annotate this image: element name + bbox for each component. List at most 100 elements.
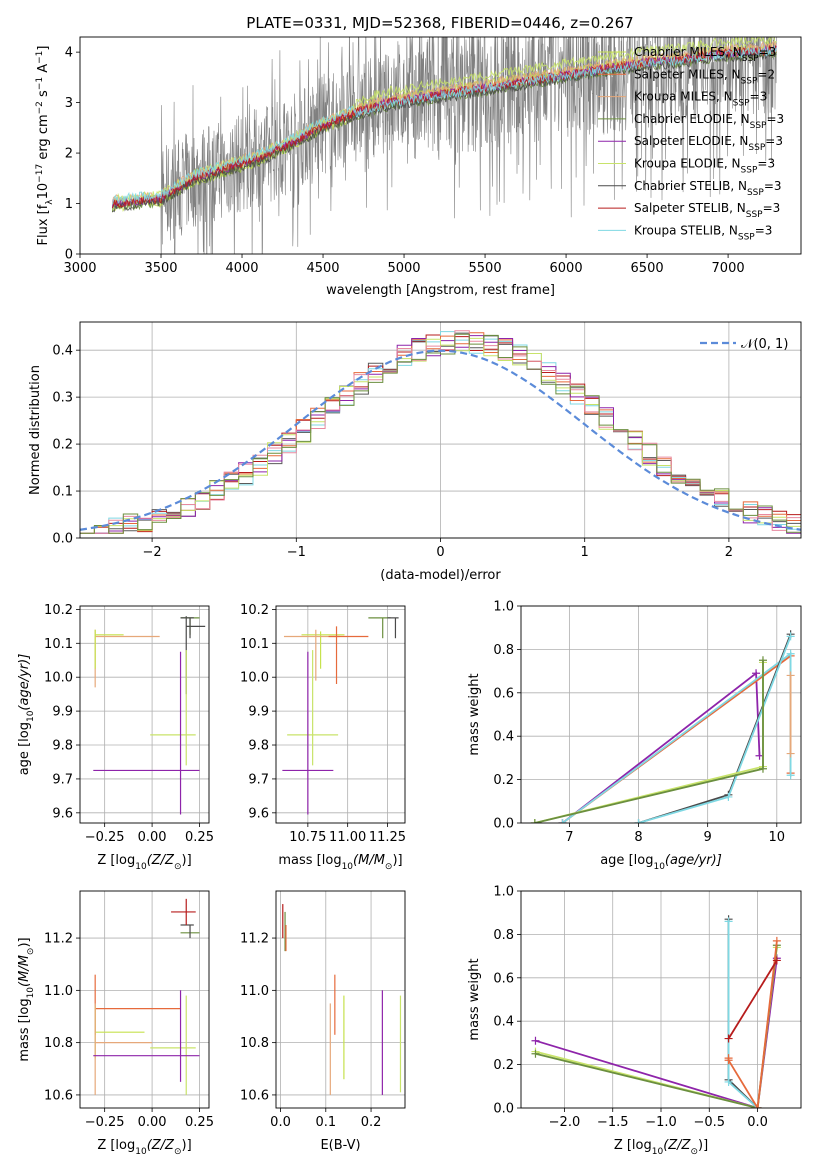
y-axis-label: mass weight — [467, 673, 482, 755]
y-tick-label: 9.6 — [248, 806, 269, 821]
weight-marker — [724, 792, 733, 801]
y-tick-label: 0.6 — [493, 971, 514, 986]
weight-marker — [786, 632, 795, 641]
x-tick-label: −0.25 — [85, 830, 125, 845]
age-vs-mass-points — [282, 617, 399, 815]
x-tick-label: −1 — [287, 545, 306, 560]
weight-marker — [724, 1034, 733, 1043]
y-tick-label: 10.0 — [44, 671, 73, 686]
legend-entry: Kroupa MILES, NSSP=3 — [634, 90, 767, 109]
y-tick-label: 0.2 — [493, 773, 514, 788]
legend-entry: Salpeter STELIB, NSSP=3 — [634, 201, 780, 220]
y-tick-label: 11.0 — [44, 984, 73, 999]
weight-vs-age-axes: 7 8 9 10 0.0 0.2 0.4 0.6 0.8 1.0 — [493, 600, 801, 845]
x-tick-label: 0.1 — [315, 1115, 336, 1130]
x-tick-label: 0.2 — [361, 1115, 382, 1130]
y-tick-label: 0.0 — [493, 817, 514, 832]
legend-entry: 𝒩(0, 1) — [741, 337, 788, 352]
x-tick-label: −2.0 — [549, 1115, 581, 1130]
x-tick-label: 1 — [581, 545, 589, 560]
x-axis-label: Z [log10(Z/Z⊙)] — [97, 853, 191, 872]
legend-entry: Salpeter ELODIE, NSSP=3 — [634, 134, 783, 153]
y-tick-label: 0.8 — [493, 928, 514, 943]
y-tick-label: 4 — [65, 46, 73, 61]
weight-marker — [753, 1104, 762, 1108]
axes-frame — [275, 890, 406, 1109]
x-tick-label: 11.00 — [329, 830, 366, 845]
y-tick-label: 9.9 — [52, 705, 73, 720]
x-tick-label: 11.25 — [369, 830, 406, 845]
y-tick-label: 2 — [65, 147, 73, 162]
age-vs-mass-axes: 10.75 11.00 11.25 9.6 9.7 9.8 9.9 10.0 10.1 10.2 — [240, 603, 406, 845]
weight-marker — [786, 771, 795, 780]
x-tick-label: 0.0 — [270, 1115, 291, 1130]
weight-marker — [786, 671, 795, 680]
model-spectrum-5 — [112, 37, 777, 205]
y-tick-label: 0 — [65, 248, 73, 263]
weight-marker — [786, 749, 795, 758]
plot-layer: 3000 3500 4000 4500 5000 5500 6000 6500 7000 0 1 2 3… — [17, 36, 802, 1157]
y-tick-label: 0.4 — [52, 344, 73, 359]
weight-line — [727, 940, 778, 1108]
y-tick-label: 10.1 — [240, 637, 269, 652]
x-tick-label: 5000 — [387, 261, 420, 276]
legend-entry: Kroupa STELIB, NSSP=3 — [634, 223, 772, 242]
x-tick-label: −0.25 — [85, 1115, 125, 1130]
weight-line — [638, 636, 792, 823]
y-axis-label: age [log10(age/yr)] — [17, 654, 36, 776]
y-tick-label: 0.0 — [52, 532, 73, 547]
mass-vs-Z-axes: −0.25 0.00 0.25 10.6 10.8 11.0 11.2 — [44, 891, 214, 1130]
legend: Chabrier MILES, NSSP=3 Salpeter MILES, NS… — [598, 45, 784, 242]
y-tick-label: 9.7 — [52, 772, 73, 787]
weight-line — [638, 633, 792, 823]
axes-frame — [275, 605, 406, 824]
spectrum-lines — [111, 37, 777, 254]
axes-frame — [79, 321, 802, 539]
y-tick-label: 0.6 — [493, 686, 514, 701]
y-tick-label: 0.3 — [52, 391, 73, 406]
weight-marker — [531, 1036, 540, 1045]
y-tick-label: 10.8 — [240, 1036, 269, 1051]
x-axis-label: Z [log10(Z/Z⊙)] — [97, 1138, 191, 1157]
x-tick-label: 6000 — [550, 261, 583, 276]
y-tick-label: 10.6 — [44, 1088, 73, 1103]
y-tick-label: 0.2 — [493, 1058, 514, 1073]
y-tick-label: 10.2 — [240, 603, 269, 618]
weight-line — [561, 651, 792, 823]
weight-marker — [724, 917, 733, 926]
y-tick-label: 11.2 — [240, 932, 269, 947]
y-tick-label: 11.2 — [44, 932, 73, 947]
age-vs-Z-points — [93, 616, 206, 815]
x-axis-label: age [log10(age/yr)] — [600, 853, 722, 872]
x-tick-label: 10.75 — [289, 830, 326, 845]
x-tick-label: −0.5 — [693, 1115, 725, 1130]
weight-marker — [758, 764, 767, 773]
weight-vs-Z-series — [531, 915, 781, 1108]
y-tick-label: 1.0 — [493, 885, 514, 900]
y-tick-label: 0.8 — [493, 643, 514, 658]
x-tick-label: 0.00 — [138, 1115, 167, 1130]
weight-marker — [558, 819, 567, 823]
y-tick-label: 10.6 — [240, 1088, 269, 1103]
weight-line — [535, 958, 778, 1108]
legend-entry: Chabrier MILES, NSSP=3 — [634, 45, 776, 64]
mass-vs-Z-points — [93, 898, 200, 1095]
y-tick-label: 0.2 — [52, 438, 73, 453]
x-tick-label: −1.0 — [645, 1115, 677, 1130]
legend-entry: Chabrier STELIB, NSSP=3 — [634, 179, 782, 198]
y-tick-label: 9.7 — [248, 772, 269, 787]
x-axis-label: E(B-V) — [320, 1138, 360, 1153]
residuals-axes: −2 −1 0 1 2 0.0 0.1 0.2 0.3 0.4 — [52, 322, 801, 560]
x-tick-label: 8 — [634, 830, 642, 845]
x-tick-label: 7000 — [712, 261, 745, 276]
histogram-6 — [80, 330, 801, 534]
model-spectrum-8 — [111, 44, 777, 205]
x-tick-label: 0 — [436, 545, 444, 560]
y-tick-label: 1.0 — [493, 600, 514, 615]
y-tick-label: 9.6 — [52, 806, 73, 821]
x-tick-label: −2 — [143, 545, 162, 560]
y-tick-label: 10.8 — [44, 1036, 73, 1051]
y-tick-label: 0.0 — [493, 1102, 514, 1117]
y-tick-label: 0.4 — [493, 730, 514, 745]
x-tick-label: 7 — [565, 830, 573, 845]
